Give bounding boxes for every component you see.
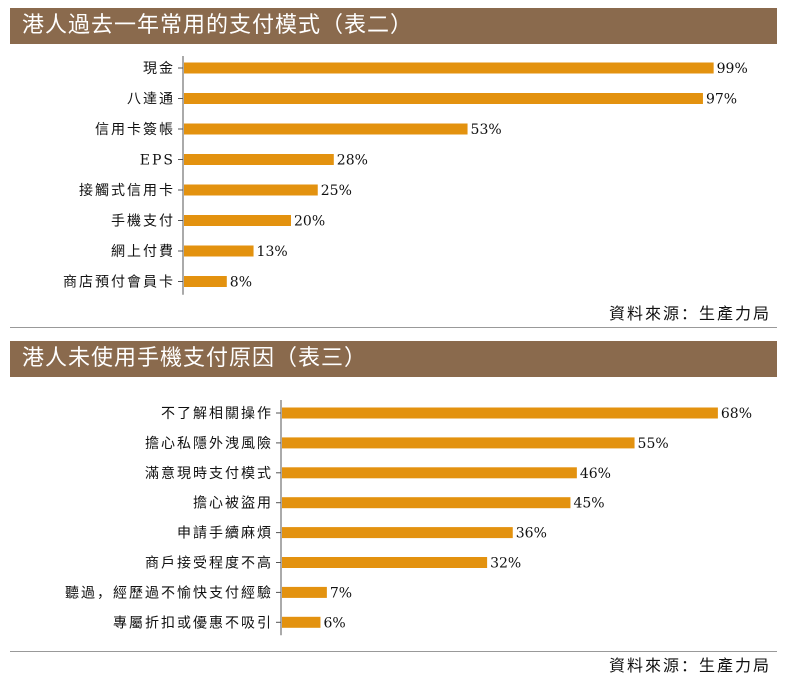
bar [184, 184, 318, 196]
chart-title-bar: 港人未使用手機支付原因（表三） [10, 341, 777, 377]
bar [282, 407, 718, 419]
category-label: 手機支付 [111, 214, 175, 230]
value-label: 6% [323, 615, 345, 631]
bar [282, 497, 571, 509]
category-label: 八達通 [127, 92, 175, 108]
value-label: 28% [337, 153, 368, 169]
value-label: 53% [471, 122, 502, 138]
bar [282, 527, 513, 539]
value-label: 13% [257, 244, 288, 260]
bar [184, 276, 227, 287]
value-label: 55% [638, 436, 669, 452]
value-label: 32% [490, 556, 521, 572]
category-label: 信用卡簽帳 [95, 121, 175, 138]
value-label: 20% [294, 214, 325, 230]
category-label: EPS [140, 153, 175, 169]
category-label: 現金 [143, 61, 175, 77]
bar [184, 62, 714, 74]
category-label: 商店預付會員卡 [63, 275, 175, 291]
bar [282, 616, 321, 628]
bar [282, 557, 488, 568]
bar [184, 154, 334, 165]
value-label: 68% [721, 406, 752, 422]
bar [282, 586, 327, 598]
category-label: 聽過，經歷過不愉快支付經驗 [65, 585, 273, 601]
chart-panel-non-use-reasons: 港人未使用手機支付原因（表三） 不了解相關操作 68% 擔心私隱外洩風險 55% 滿意現… [10, 341, 777, 686]
category-label: 網上付費 [111, 244, 175, 260]
value-label: 8% [230, 275, 252, 291]
source-note: 資料來源：生產力局 [608, 656, 771, 675]
bar [184, 245, 254, 257]
value-label: 97% [706, 92, 737, 108]
chart-title-bar: 港人過去一年常用的支付模式（表二） [10, 8, 777, 44]
bar-chart-payment-modes: 現金 99% 八達通 97% 信用卡簽帳 53% EPS 28% 接觸式信用卡 25% 手機支付 20… [63, 56, 748, 295]
value-label: 25% [321, 183, 352, 199]
value-label: 99% [717, 61, 748, 77]
bar [184, 215, 291, 226]
divider [10, 327, 777, 328]
category-label: 擔心被盜用 [193, 496, 273, 512]
bar-chart-non-use-reasons: 不了解相關操作 68% 擔心私隱外洩風險 55% 滿意現時支付模式 46% 擔心被盜用 45%… [65, 400, 752, 636]
source-note: 資料來源：生產力局 [608, 304, 771, 323]
bar [184, 123, 468, 135]
divider [10, 651, 777, 652]
category-label: 商戶接受程度不高 [145, 555, 273, 572]
value-label: 45% [573, 496, 604, 512]
value-label: 46% [580, 466, 611, 482]
chart-title: 港人過去一年常用的支付模式（表二） [22, 13, 414, 38]
category-label: 滿意現時支付模式 [145, 465, 273, 482]
category-label: 不了解相關操作 [161, 406, 273, 422]
category-label: 專屬折扣或優惠不吸引 [113, 615, 273, 631]
category-label: 接觸式信用卡 [79, 182, 175, 199]
value-label: 36% [516, 526, 547, 542]
bar [282, 437, 635, 449]
category-label: 申請手續麻煩 [177, 526, 273, 542]
bar [282, 467, 577, 479]
value-label: 7% [330, 585, 352, 601]
chart-panel-payment-modes: 港人過去一年常用的支付模式（表二） 現金 99% 八達通 97% 信用卡簽帳 53% EPS… [10, 8, 777, 328]
bar [184, 93, 703, 104]
chart-title: 港人未使用手機支付原因（表三） [22, 346, 368, 371]
category-label: 擔心私隱外洩風險 [145, 436, 273, 452]
